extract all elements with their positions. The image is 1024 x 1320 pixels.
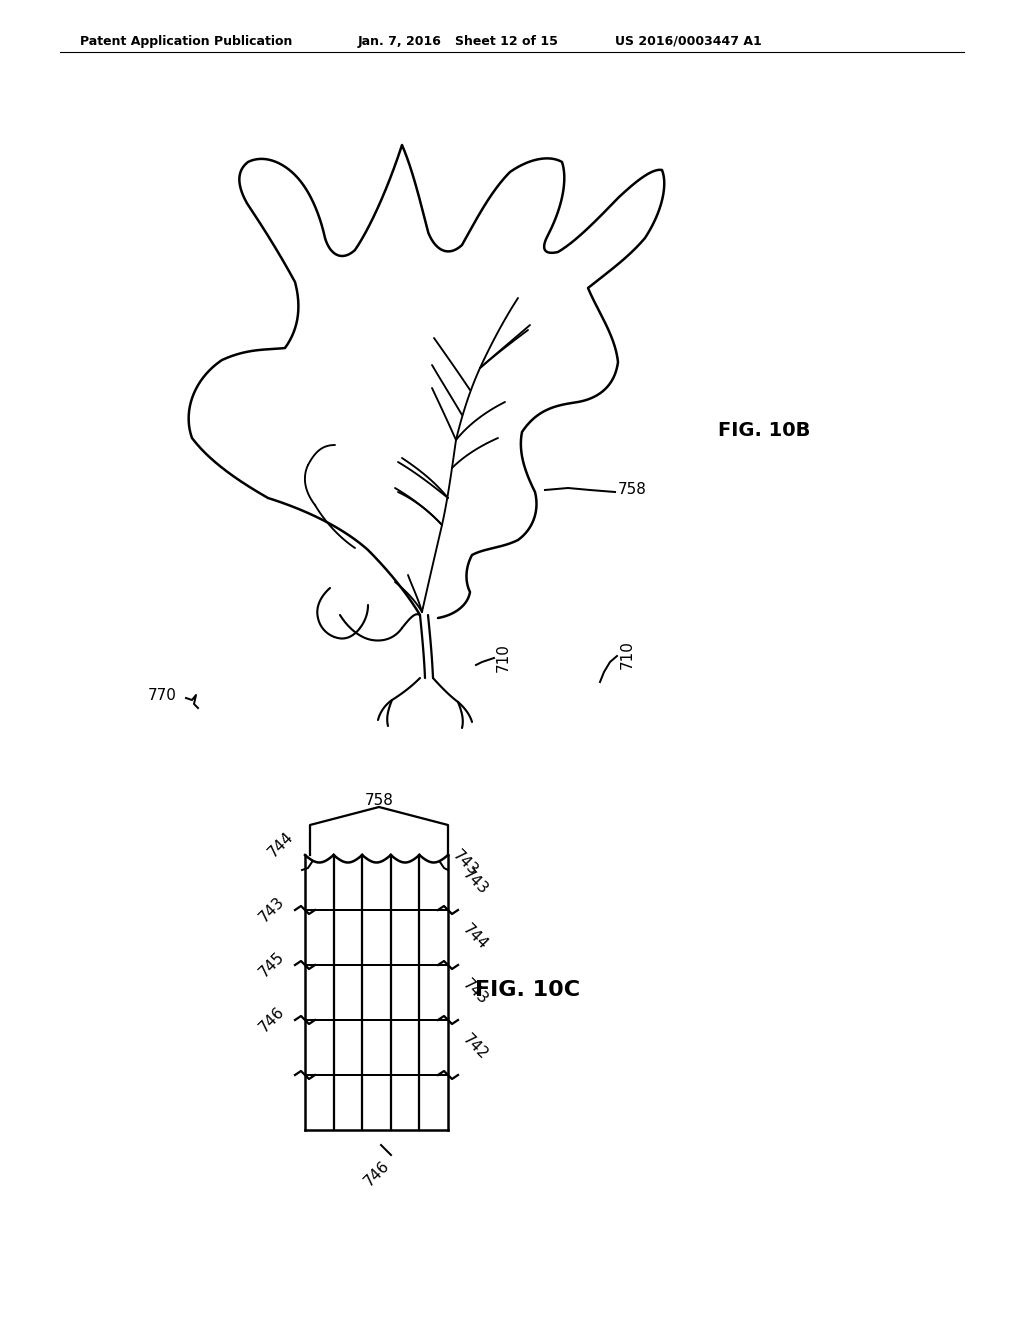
Text: 743: 743	[460, 867, 492, 898]
Text: 744: 744	[460, 921, 492, 953]
Text: 758: 758	[618, 483, 647, 498]
Text: FIG. 10C: FIG. 10C	[475, 979, 581, 1001]
Text: 710: 710	[620, 640, 635, 669]
Text: 743: 743	[460, 977, 492, 1008]
Text: 770: 770	[148, 688, 177, 702]
Text: 758: 758	[365, 793, 393, 808]
Text: Sheet 12 of 15: Sheet 12 of 15	[455, 36, 558, 48]
Text: 710: 710	[496, 644, 511, 672]
Text: Patent Application Publication: Patent Application Publication	[80, 36, 293, 48]
Text: 745: 745	[256, 949, 287, 981]
Text: Jan. 7, 2016: Jan. 7, 2016	[358, 36, 442, 48]
Text: 746: 746	[256, 1005, 287, 1036]
Text: US 2016/0003447 A1: US 2016/0003447 A1	[615, 36, 762, 48]
Text: 744: 744	[265, 829, 296, 861]
Text: 743: 743	[256, 895, 287, 925]
Text: 743: 743	[450, 847, 481, 879]
Text: FIG. 10B: FIG. 10B	[718, 421, 810, 440]
Text: 742: 742	[460, 1032, 492, 1063]
Text: 746: 746	[360, 1158, 392, 1189]
